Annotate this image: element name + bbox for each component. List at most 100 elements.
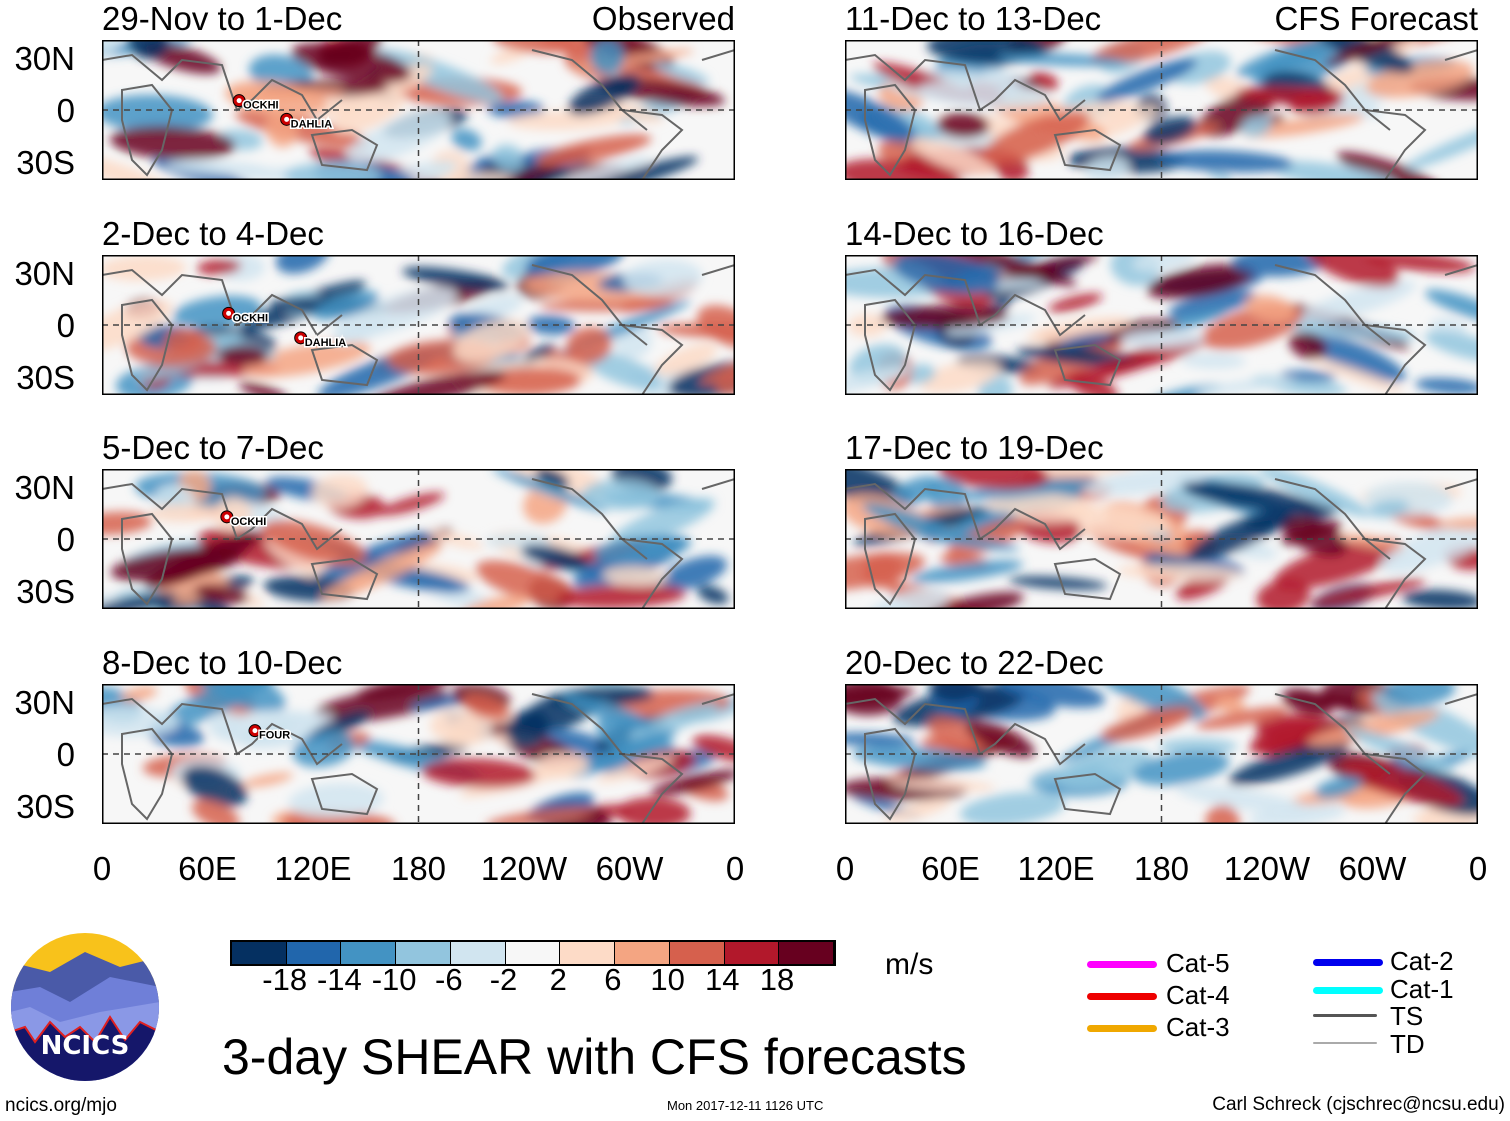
- shear-contour: [1236, 40, 1349, 77]
- shear-contour: [1344, 727, 1455, 772]
- shear-contour: [960, 791, 1066, 824]
- shear-contour: [238, 382, 288, 395]
- shear-contour: [1280, 370, 1337, 382]
- panel-title: 20-Dec to 22-Dec: [845, 644, 1104, 681]
- colorbar-swatch: [560, 942, 616, 964]
- shear-contour: [937, 469, 1049, 491]
- lat-label: 0: [56, 92, 75, 129]
- shear-contour: [919, 360, 1000, 394]
- shear-contour: [560, 693, 653, 730]
- lon-label: 60E: [178, 850, 237, 887]
- shear-contour: [1117, 564, 1243, 581]
- shear-map-p4: FOUR: [102, 684, 735, 824]
- shear-contour: [980, 110, 1090, 165]
- shear-contour: [1302, 332, 1406, 382]
- shear-contour: [616, 797, 691, 824]
- shear-contour: [1188, 509, 1292, 560]
- shear-contour: [566, 326, 612, 365]
- coastlines: [845, 478, 1478, 609]
- shear-contour: [957, 478, 1096, 501]
- shear-contour: [1195, 706, 1288, 730]
- shear-contour: [1132, 751, 1230, 786]
- shear-contour: [845, 89, 916, 142]
- shear-contour: [1339, 533, 1404, 550]
- lat-label: 30S: [16, 359, 75, 396]
- lat-label: 0: [56, 521, 75, 558]
- shear-contour: [1371, 691, 1478, 758]
- storm-label: DAHLIA: [305, 337, 347, 349]
- shear-contour: [484, 532, 549, 548]
- shear-contour: [430, 709, 482, 744]
- colorbar-swatch: [615, 942, 670, 964]
- legend-line-cat-3: [1087, 1025, 1157, 1032]
- panel-title: 11-Dec to 13-Dec: [845, 0, 1102, 37]
- legend-label: Cat-1: [1390, 974, 1454, 1004]
- shear-contour: [893, 255, 1000, 294]
- legend-line-cat-5: [1087, 961, 1157, 968]
- colorbar-label: -18: [262, 962, 308, 997]
- shear-contour: [1289, 88, 1344, 115]
- shear-contour: [1311, 358, 1405, 394]
- coastlines: [102, 49, 735, 180]
- shear-contour: [102, 151, 175, 180]
- lat-label: 0: [56, 736, 75, 773]
- storm-label: OCKHI: [233, 312, 268, 324]
- shear-contour: [1168, 289, 1256, 319]
- shear-contour: [609, 497, 716, 548]
- lat-label: 30S: [16, 144, 75, 181]
- colorbar-label: 18: [759, 962, 795, 997]
- colorbar-swatch: [286, 942, 342, 964]
- colorbar-swatch: [669, 942, 725, 964]
- shear-contour: [485, 807, 594, 824]
- lon-label: 0: [835, 850, 855, 887]
- shear-map-p7: [845, 469, 1478, 609]
- shear-contour: [1158, 738, 1238, 755]
- colorbar-swatch: [505, 942, 561, 964]
- legend-line-cat-2: [1313, 959, 1383, 966]
- shear-contour: [217, 345, 268, 366]
- footer-url[interactable]: ncics.org/mjo: [5, 1095, 117, 1116]
- shear-contour: [1402, 589, 1478, 609]
- shear-contour: [242, 772, 294, 788]
- shear-contour: [1181, 353, 1246, 369]
- shear-contour: [1026, 316, 1131, 343]
- shear-map-p1: OCKHI DAHLIA: [102, 40, 735, 180]
- shear-contour: [1280, 514, 1348, 557]
- shear-contour: [402, 266, 510, 291]
- colorbar-swatch: [341, 942, 397, 964]
- legend-line-cat-4: [1087, 993, 1157, 1000]
- storm-label: FOUR: [259, 730, 290, 742]
- shear-contour: [1231, 255, 1326, 277]
- shear-contour: [208, 711, 244, 740]
- shear-contour: [654, 343, 718, 376]
- shear-contour: [346, 112, 452, 164]
- shear-contour: [987, 491, 1095, 523]
- ncics-logo: NCICS: [11, 933, 159, 1081]
- shear-contour: [102, 255, 187, 282]
- storm-label: OCKHI: [231, 516, 266, 528]
- shear-contour: [660, 555, 728, 591]
- shear-contour: [1310, 578, 1426, 606]
- shear-contour: [312, 290, 379, 321]
- shear-contour: [845, 732, 915, 747]
- shear-contour: [322, 543, 443, 601]
- lon-label: 180: [390, 850, 447, 887]
- shear-contour: [332, 90, 406, 134]
- shear-contour: [581, 479, 660, 511]
- shear-contour: [1057, 748, 1153, 790]
- shear-contour: [845, 686, 915, 706]
- shear-contour: [313, 686, 449, 723]
- colorbar-swatch: [724, 942, 780, 964]
- colorbar-label: -6: [435, 962, 463, 997]
- shear-contour: [214, 496, 252, 532]
- legend-line-ts: [1313, 1014, 1377, 1017]
- shear-contour: [1228, 740, 1350, 786]
- shear-contour: [650, 769, 735, 796]
- legend-label: TS: [1390, 1001, 1424, 1031]
- shear-contour: [409, 695, 467, 711]
- storm-label: DAHLIA: [291, 118, 333, 130]
- legend-line-td: [1313, 1042, 1377, 1044]
- shear-contour: [567, 73, 641, 116]
- lat-label: 30N: [14, 255, 75, 292]
- colorbar-label: 10: [650, 962, 685, 997]
